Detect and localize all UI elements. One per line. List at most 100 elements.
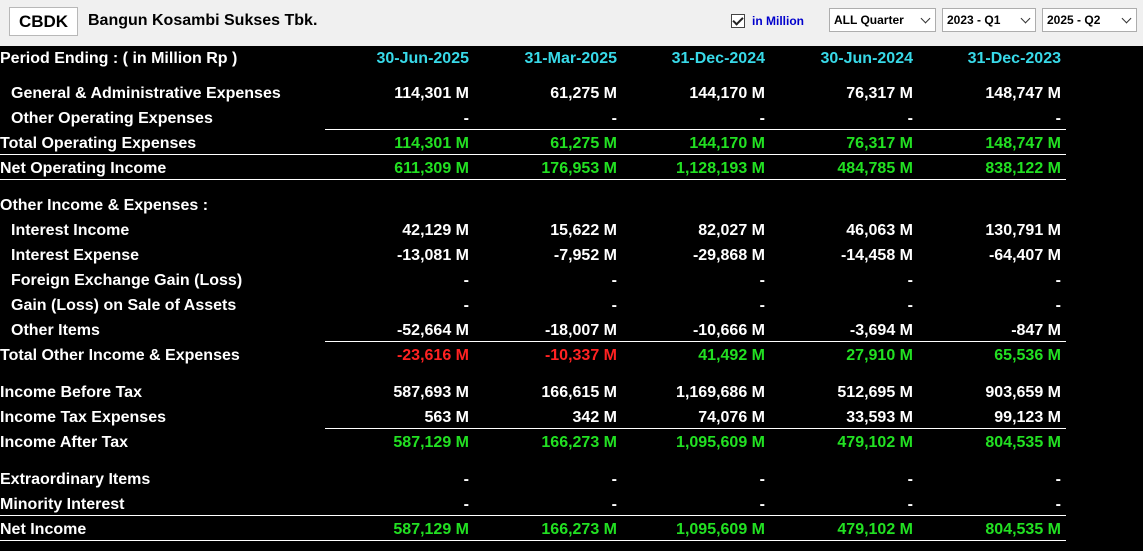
- cell-value: 804,535 M: [985, 521, 1061, 538]
- cell-value: -: [611, 496, 617, 513]
- cell-value: 903,659 M: [985, 384, 1061, 401]
- cell-value: -: [463, 272, 469, 289]
- cell-value: -: [611, 471, 617, 488]
- row-label: Interest Income: [11, 222, 130, 239]
- divider: [0, 515, 1066, 516]
- row-label: Interest Expense: [11, 247, 140, 264]
- cell-value: 484,785 M: [837, 160, 913, 177]
- table-row: Other Items -52,664 M -18,007 M -10,666 …: [0, 319, 1143, 344]
- cell-value: -64,407 M: [988, 247, 1061, 264]
- cell-value: 148,747 M: [985, 85, 1061, 102]
- cell-value: 99,123 M: [994, 409, 1061, 426]
- cell-value: 479,102 M: [837, 434, 913, 451]
- toolbar: CBDK Bangun Kosambi Sukses Tbk. in Milli…: [0, 0, 1143, 46]
- cell-value: 479,102 M: [837, 521, 913, 538]
- table-row: Income Before Tax 587,693 M 166,615 M 1,…: [0, 381, 1143, 406]
- cell-value: -: [907, 297, 913, 314]
- row-label: Net Operating Income: [0, 160, 167, 177]
- table-row: Income Tax Expenses 563 M 342 M 74,076 M…: [0, 406, 1143, 431]
- chevron-down-icon: [1121, 13, 1132, 24]
- cell-value: -10,337 M: [544, 347, 617, 364]
- cell-value: -: [907, 496, 913, 513]
- cell-value: -: [463, 496, 469, 513]
- column-header: 31-Mar-2025: [524, 50, 618, 67]
- cell-value: -: [759, 272, 765, 289]
- divider: [0, 540, 1066, 541]
- period-ending-label: Period Ending : ( in Million Rp ): [0, 50, 238, 67]
- to-period-select[interactable]: 2025 - Q2: [1042, 8, 1137, 32]
- cell-value: -: [463, 110, 469, 127]
- cell-value: -: [1055, 297, 1061, 314]
- cell-value: 563 M: [424, 409, 469, 426]
- row-label: Total Operating Expenses: [0, 135, 197, 152]
- row-label: Other Operating Expenses: [11, 110, 213, 127]
- cell-value: -: [759, 110, 765, 127]
- table-row: Interest Expense -13,081 M -7,952 M -29,…: [0, 244, 1143, 269]
- cell-value: 587,693 M: [393, 384, 469, 401]
- cell-value: 114,301 M: [394, 85, 469, 102]
- column-header: 31-Dec-2023: [967, 50, 1061, 67]
- row-label: General & Administrative Expenses: [11, 85, 281, 102]
- cell-value: 61,275 M: [550, 135, 617, 152]
- period-type-select[interactable]: ALL Quarter: [829, 8, 936, 32]
- column-header: 31-Dec-2024: [671, 50, 765, 67]
- row-label: Minority Interest: [0, 496, 125, 513]
- cell-value: -: [1055, 496, 1061, 513]
- in-million-label[interactable]: in Million: [752, 14, 804, 28]
- cell-value: 1,095,609 M: [676, 521, 765, 538]
- cell-value: 587,129 M: [393, 521, 469, 538]
- cell-value: -: [1055, 110, 1061, 127]
- divider: [0, 154, 1066, 155]
- cell-value: 144,170 M: [689, 135, 765, 152]
- cell-value: -: [759, 496, 765, 513]
- cell-value: 42,129 M: [402, 222, 469, 239]
- cell-value: 61,275 M: [550, 85, 617, 102]
- cell-value: -18,007 M: [544, 322, 617, 339]
- row-label: Other Income & Expenses :: [0, 197, 209, 214]
- section-header: Other Income & Expenses :: [0, 194, 1143, 219]
- cell-value: 611,309 M: [394, 160, 469, 177]
- row-label: Other Items: [11, 322, 100, 339]
- cell-value: -29,868 M: [692, 247, 765, 264]
- divider: [325, 428, 1066, 429]
- cell-value: 33,593 M: [846, 409, 913, 426]
- row-label: Gain (Loss) on Sale of Assets: [11, 297, 237, 314]
- cell-value: 65,536 M: [994, 347, 1061, 364]
- column-header: 30-Jun-2025: [376, 50, 470, 67]
- table-row: Net Operating Income 611,309 M 176,953 M…: [0, 157, 1143, 182]
- cell-value: -7,952 M: [553, 247, 617, 264]
- cell-value: -10,666 M: [692, 322, 765, 339]
- cell-value: 1,169,686 M: [676, 384, 765, 401]
- cell-value: 1,128,193 M: [676, 160, 765, 177]
- cell-value: -: [1055, 272, 1061, 289]
- divider: [325, 129, 1066, 130]
- column-header: 30-Jun-2024: [820, 50, 914, 67]
- cell-value: 76,317 M: [846, 85, 913, 102]
- cell-value: -52,664 M: [396, 322, 469, 339]
- table-row: Total Other Income & Expenses -23,616 M …: [0, 344, 1143, 369]
- divider: [325, 341, 1066, 342]
- cell-value: -13,081 M: [396, 247, 469, 264]
- cell-value: 512,695 M: [837, 384, 913, 401]
- ticker-field[interactable]: CBDK: [9, 7, 78, 36]
- cell-value: 804,535 M: [985, 434, 1061, 451]
- cell-value: -: [759, 471, 765, 488]
- company-name: Bangun Kosambi Sukses Tbk.: [88, 12, 318, 29]
- table-row: Other Operating Expenses - - - - -: [0, 107, 1143, 132]
- cell-value: 76,317 M: [846, 135, 913, 152]
- cell-value: 74,076 M: [698, 409, 765, 426]
- cell-value: -: [611, 297, 617, 314]
- cell-value: -23,616 M: [396, 347, 469, 364]
- from-period-select[interactable]: 2023 - Q1: [942, 8, 1036, 32]
- cell-value: 176,953 M: [541, 160, 617, 177]
- cell-value: 41,492 M: [698, 347, 765, 364]
- cell-value: -: [463, 297, 469, 314]
- cell-value: 144,170 M: [689, 85, 765, 102]
- table-row: Income After Tax 587,129 M 166,273 M 1,0…: [0, 431, 1143, 456]
- cell-value: 114,301 M: [394, 135, 469, 152]
- row-label: Foreign Exchange Gain (Loss): [11, 272, 243, 289]
- cell-value: 166,273 M: [541, 434, 617, 451]
- divider: [0, 179, 1066, 180]
- from-period-value: 2023 - Q1: [947, 13, 1001, 27]
- in-million-checkbox[interactable]: [731, 14, 745, 28]
